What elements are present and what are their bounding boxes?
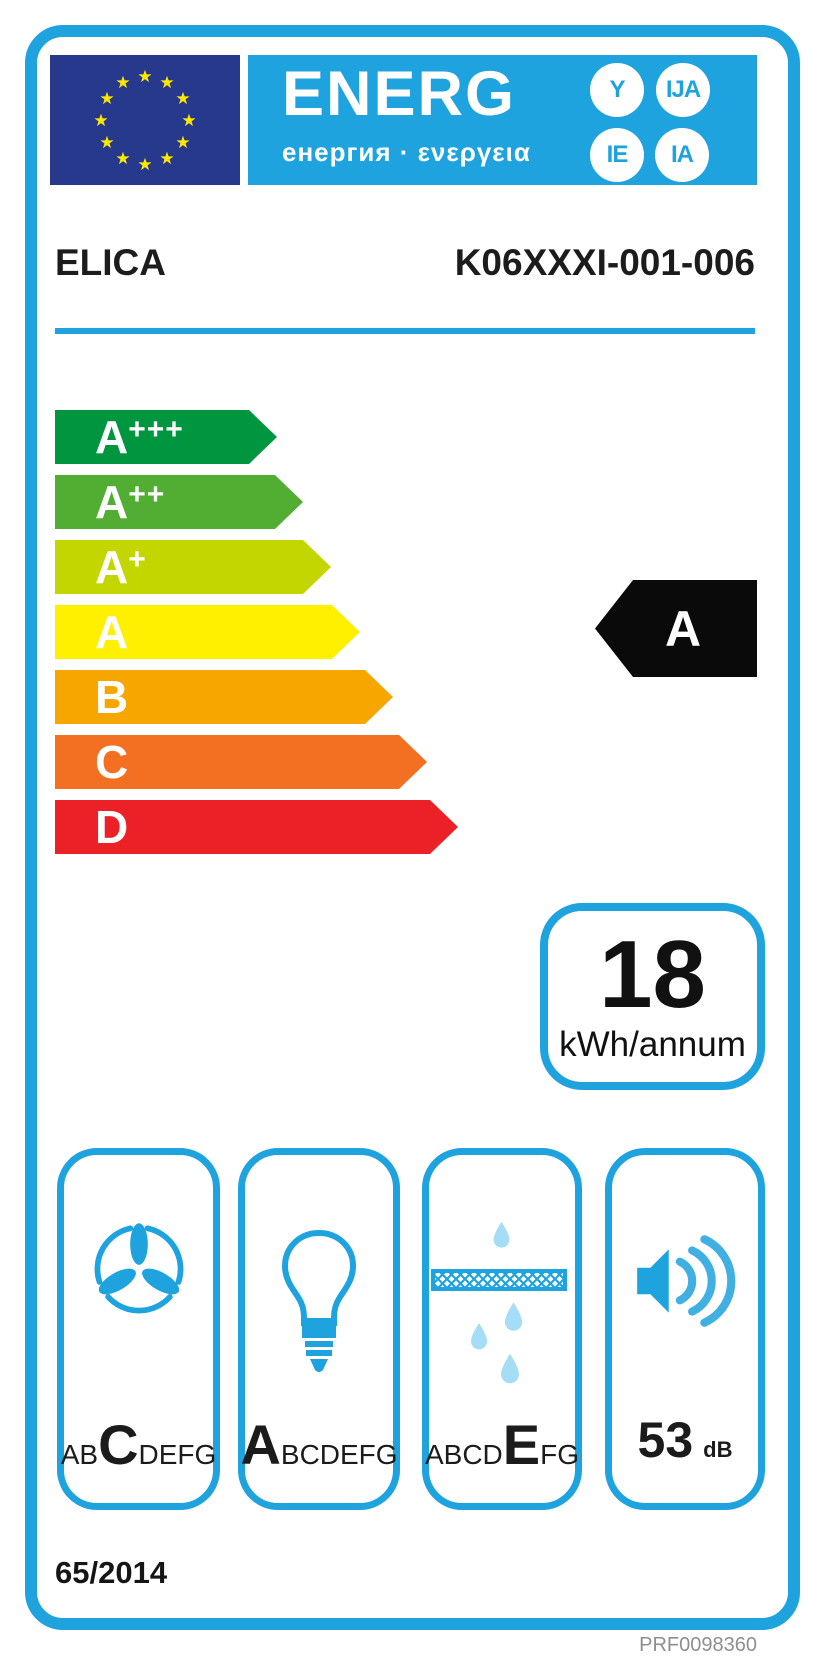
letters-class: E: [502, 1413, 541, 1476]
letters-post: BCDEFG: [280, 1439, 398, 1470]
scale-grade: A: [95, 606, 129, 658]
svg-text:★: ★: [175, 89, 190, 109]
scale-grade: C: [95, 736, 129, 788]
product-rating-grade: A: [664, 600, 702, 657]
brand-model-row: ELICA K06XXXI-001-006: [55, 242, 755, 284]
noise-level-value-row: 53 dB: [612, 1411, 758, 1469]
language-badge-ija: IJA: [656, 63, 710, 117]
scale-arrow-d: D: [55, 800, 458, 854]
noise-value: 53: [637, 1412, 694, 1468]
svg-text:★: ★: [159, 73, 174, 93]
scale-suffix: +++: [128, 413, 184, 446]
eu-energy-label: ★ ★ ★ ★ ★ ★ ★ ★ ★ ★ ★ ★ ENERG енергия · ενεργεια…: [25, 25, 800, 1630]
noise-unit: dB: [703, 1437, 733, 1462]
letters-post: FG: [540, 1439, 580, 1470]
energy-consumption-unit: kWh/annum: [559, 1025, 746, 1064]
scale-arrow-a: A: [55, 605, 360, 659]
svg-text:★: ★: [115, 149, 130, 169]
letters-pre: ABCD: [424, 1439, 503, 1470]
product-rating-arrow: A: [595, 580, 757, 677]
svg-text:★: ★: [137, 67, 152, 87]
svg-text:★: ★: [99, 89, 114, 109]
bulb-icon: [245, 1195, 393, 1395]
energ-logo-band: ENERG енергия · ενεργεια Y IJA IE IA: [248, 55, 757, 185]
lighting-efficiency-letters: A BCDEFG: [240, 1417, 397, 1473]
speaker-icon: [612, 1195, 758, 1395]
svg-text:★: ★: [99, 133, 114, 153]
lighting-efficiency-box: A BCDEFG: [238, 1148, 400, 1510]
scale-grade: D: [95, 801, 129, 853]
grease-filter-efficiency-box: ABCD E FG: [422, 1148, 582, 1510]
scale-arrow-a-plus-plus: A ++: [55, 475, 303, 529]
model-number: K06XXXI-001-006: [454, 242, 755, 283]
grease-filter-icon: [429, 1195, 575, 1395]
svg-text:★: ★: [175, 133, 190, 153]
svg-text:★: ★: [115, 73, 130, 93]
scale-grade: B: [95, 671, 129, 723]
scale-grade: A: [95, 476, 129, 528]
language-badge-y: Y: [590, 63, 644, 117]
scale-arrow-c: C: [55, 735, 427, 789]
regulation-number: 65/2014: [55, 1555, 168, 1590]
fan-efficiency-box: AB C DEFG: [57, 1148, 220, 1510]
svg-text:★: ★: [159, 149, 174, 169]
language-badge-ie: IE: [590, 128, 644, 182]
svg-text:★: ★: [137, 155, 152, 175]
svg-text:★: ★: [181, 111, 196, 131]
scale-arrow-a-plus: A +: [55, 540, 331, 594]
energ-logo-text: ENERG: [282, 59, 517, 129]
letters-class: C: [98, 1413, 139, 1476]
noise-level-box: 53 dB: [605, 1148, 765, 1510]
scale-grade: A: [95, 411, 129, 463]
print-reference-code: PRF0098360: [639, 1634, 757, 1656]
scale-arrow-a-plus-plus-plus: A +++: [55, 410, 277, 464]
letters-class: A: [240, 1413, 281, 1476]
letters-pre: AB: [60, 1439, 99, 1470]
eu-flag: ★ ★ ★ ★ ★ ★ ★ ★ ★ ★ ★ ★: [50, 55, 240, 185]
eu-flag-image: ★ ★★ ★★★ ★★★ ★★★: [50, 55, 240, 185]
fan-icon: [64, 1195, 213, 1395]
svg-text:★: ★: [93, 111, 108, 131]
fan-efficiency-letters: AB C DEFG: [60, 1413, 217, 1476]
grease-filter-efficiency-letters: ABCD E FG: [425, 1413, 579, 1476]
scale-arrow-b: B: [55, 670, 393, 724]
scale-suffix: ++: [128, 478, 166, 511]
energ-logo-subtitle: енергия · ενεργεια: [282, 137, 531, 167]
energy-consumption-box: 18 kWh/annum: [540, 903, 765, 1090]
letters-post: DEFG: [138, 1439, 217, 1470]
language-badge-ia: IA: [655, 128, 709, 182]
scale-suffix: +: [128, 543, 147, 576]
energy-consumption-value: 18: [599, 921, 706, 1028]
brand-name: ELICA: [55, 242, 166, 283]
scale-grade: A: [95, 541, 129, 593]
header-divider: [55, 328, 755, 334]
